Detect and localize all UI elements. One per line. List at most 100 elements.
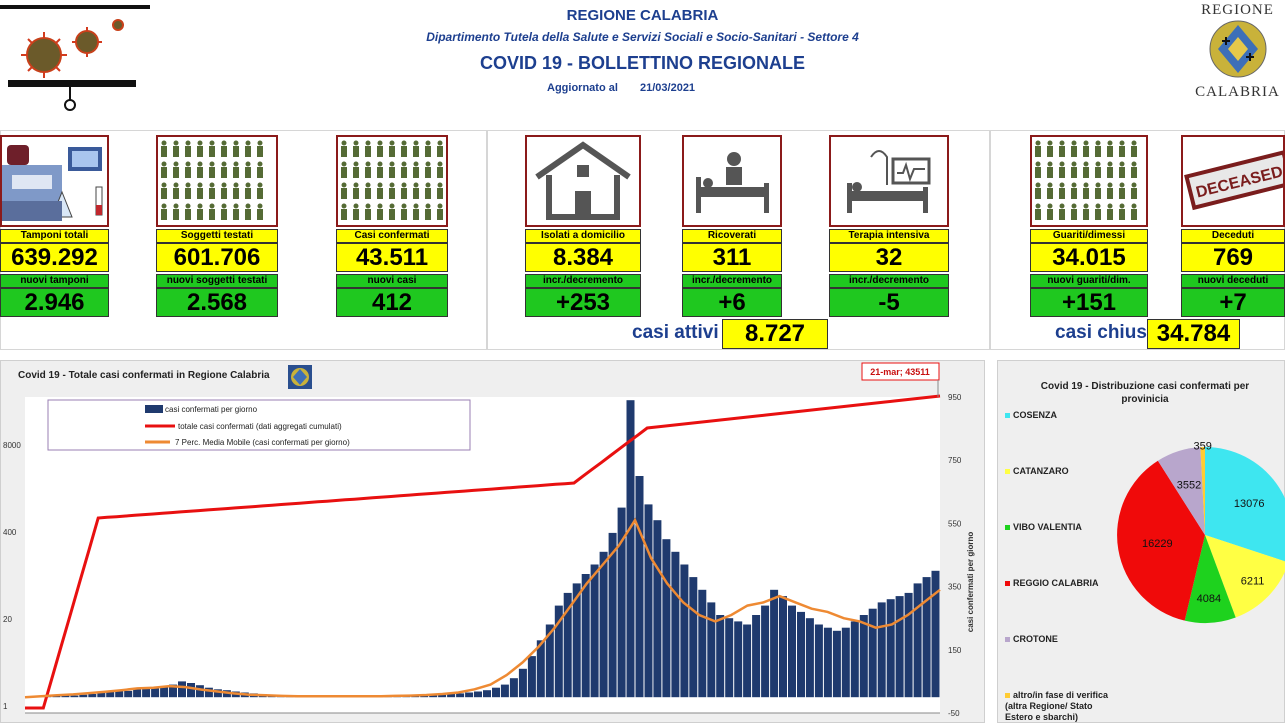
daily-cases-bar [653, 520, 662, 698]
pie-slice [1117, 460, 1205, 621]
recovered-person-icon [1030, 135, 1148, 227]
kpi-sub-label: nuovi tamponi [0, 274, 109, 288]
kpi-sub-value: -5 [829, 288, 949, 317]
kpi-sub-value: +6 [682, 288, 782, 317]
left-tick-label: 20 [3, 615, 12, 624]
updated-date: 21/03/2021 [640, 82, 696, 94]
chart-logo-icon [288, 365, 312, 389]
kpi-label: Deceduti [1181, 229, 1285, 243]
daily-cases-bar [725, 618, 734, 698]
daily-cases-bar [88, 694, 97, 698]
daily-cases-bar [859, 615, 868, 698]
daily-cases-bar [698, 589, 707, 698]
daily-cases-bar [509, 678, 518, 698]
closed-cases-value: 34.784 [1147, 319, 1240, 349]
daily-cases-bar [438, 694, 447, 698]
kpi-sub-value: +7 [1181, 288, 1285, 317]
pie-slice-label: 4084 [1197, 593, 1221, 605]
kpi-label: Soggetti testati [156, 229, 278, 243]
legend-item-bars: casi confermati per giorno [165, 405, 258, 414]
daily-cases-bar [151, 688, 160, 698]
daily-cases-bar [779, 596, 787, 698]
kpi-value: 601.706 [156, 243, 278, 272]
kpi-label: Isolati a domicilio [525, 229, 641, 243]
daily-cases-bar [133, 689, 142, 698]
daily-cases-bar [752, 615, 761, 698]
house-icon [525, 135, 641, 227]
daily-cases-bars [25, 400, 940, 698]
kpi-sub-value: 2.568 [156, 288, 278, 317]
daily-cases-bar [61, 695, 70, 698]
daily-cases-bar [689, 577, 698, 698]
pie-slice-label: 3552 [1177, 480, 1201, 492]
daily-cases-bar [545, 624, 554, 698]
logo-top-text: REGIONE [1201, 2, 1274, 18]
right-tick-label: 950 [948, 393, 962, 402]
kpi-label: Guariti/dimessi [1030, 229, 1148, 243]
daily-cases-bar [599, 551, 608, 698]
kpi-value: 32 [829, 243, 949, 272]
daily-cases-bar [160, 686, 169, 698]
left-tick-label: 400 [3, 528, 17, 537]
kpi-label: Casi confermati [336, 229, 448, 243]
daily-cases-bar [581, 574, 590, 698]
right-axis-label: casi confermati per giorno [966, 532, 975, 633]
kpi-sub-value: +151 [1030, 288, 1148, 317]
kpi-value: 43.511 [336, 243, 448, 272]
virus-illustration [0, 0, 150, 112]
pie-legend-cosenza: COSENZA [1005, 410, 1057, 421]
chart-legend [47, 399, 471, 451]
region-title: REGIONE CALABRIA [566, 7, 719, 24]
right-tick-label: 750 [948, 456, 962, 465]
daily-cases-bar [608, 532, 617, 698]
daily-cases-bar [492, 687, 500, 698]
daily-cases-bar [124, 690, 133, 698]
pie-slice [1157, 447, 1205, 535]
updated-label: Aggiornato al [547, 82, 618, 94]
daily-cases-bar [850, 621, 859, 698]
pie-slice-label: 6211 [1241, 576, 1265, 588]
daily-cases-bar [913, 583, 922, 698]
pie-chart-title: Covid 19 - Distribuzione casi confermati… [1040, 381, 1250, 405]
daily-cases-bar [734, 621, 743, 698]
legend-item-cumulative: totale casi confermati (dati aggregati c… [178, 422, 342, 431]
active-cases-label: casi attivi [632, 322, 719, 343]
pie-legend-catanzaro: CATANZARO [1005, 466, 1069, 477]
confirmed-cases-icon [336, 135, 448, 227]
daily-cases-bar [671, 551, 680, 698]
moving-average-line [24, 517, 941, 699]
pie-slice [1205, 447, 1285, 562]
daily-cases-bar [142, 687, 151, 698]
main-chart-title: Covid 19 - Totale casi confermati in Reg… [18, 370, 270, 381]
kpi-value: 8.384 [525, 243, 641, 272]
daily-cases-bar [814, 624, 823, 698]
daily-cases-bar [823, 627, 832, 698]
daily-cases-bar [169, 684, 177, 698]
daily-cases-bar [195, 685, 204, 698]
pie-legend-altro: altro/in fase di verifica (altra Regione… [1005, 690, 1109, 722]
icu-monitor-icon [829, 135, 949, 227]
daily-cases-bar [761, 605, 770, 698]
active-cases-value: 8.727 [722, 319, 828, 349]
daily-cases-bar [572, 583, 581, 698]
daily-cases-bar [644, 504, 653, 698]
closed-cases-label: casi chiusi [1055, 322, 1153, 343]
pie-legend-vibo-valentia: VIBO VALENTIA [1005, 522, 1082, 533]
daily-cases-bar [743, 624, 752, 698]
kpi-sub-value: 412 [336, 288, 448, 317]
daily-cases-bar [886, 599, 895, 698]
daily-cases-bar [187, 683, 195, 698]
deceased-stamp-icon: DECEASED [1181, 135, 1285, 227]
daily-cases-bar [770, 589, 779, 698]
kpi-label: Tamponi totali [0, 229, 109, 243]
confirmed-cases-chart: 8000 400 20 1 950 750 550 350 150 -50 casi confe… [3, 362, 975, 718]
right-tick-label: 350 [948, 583, 962, 592]
daily-cases-bar [904, 592, 913, 698]
hospital-bed-icon [682, 135, 782, 227]
pie-slice-label: 359 [1194, 440, 1212, 452]
kpi-sub-label: nuovi deceduti [1181, 274, 1285, 288]
kpi-value: 311 [682, 243, 782, 272]
daily-cases-bar [788, 605, 796, 698]
kpi-sub-label: nuovi casi [336, 274, 448, 288]
